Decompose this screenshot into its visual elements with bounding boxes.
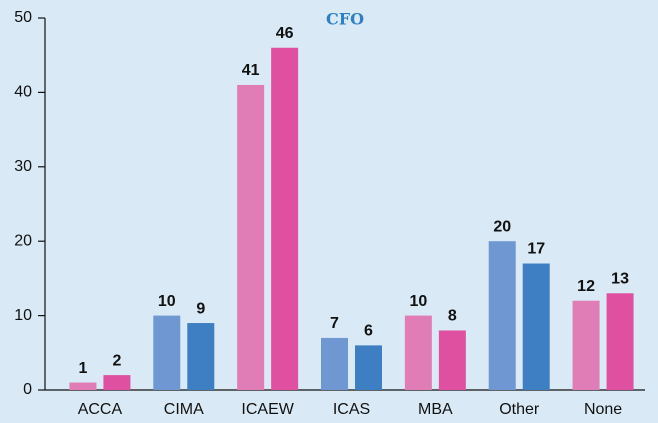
value-label: 2 xyxy=(112,352,121,369)
value-label: 8 xyxy=(448,308,457,325)
bar xyxy=(271,47,299,390)
value-label: 17 xyxy=(527,241,545,258)
bar xyxy=(103,375,131,390)
x-tick-label: MBA xyxy=(418,401,453,418)
y-tick-label: 10 xyxy=(14,307,32,324)
bar xyxy=(522,263,550,390)
value-label: 13 xyxy=(611,270,629,287)
y-tick-label: 50 xyxy=(14,9,32,26)
bar xyxy=(69,382,97,390)
x-tick-label: ICAS xyxy=(333,401,370,418)
x-tick-label: ACCA xyxy=(78,401,123,418)
x-tick-label: ICAEW xyxy=(241,401,294,418)
bar xyxy=(488,241,516,390)
value-label: 1 xyxy=(78,360,87,377)
value-label: 10 xyxy=(409,293,427,310)
y-tick-label: 0 xyxy=(23,381,32,398)
value-label: 41 xyxy=(242,62,260,79)
y-tick-label: 40 xyxy=(14,84,32,101)
bar xyxy=(572,300,600,390)
bar xyxy=(606,293,634,390)
value-label: 20 xyxy=(493,218,511,235)
bar xyxy=(153,315,181,390)
chart-title: CFO xyxy=(326,10,364,29)
x-tick-label: CIMA xyxy=(164,401,204,418)
bar xyxy=(438,330,466,390)
value-label: 46 xyxy=(276,25,294,42)
value-label: 7 xyxy=(330,315,339,332)
bar xyxy=(355,345,382,390)
value-label: 6 xyxy=(364,323,373,340)
bar xyxy=(187,323,215,390)
value-label: 9 xyxy=(196,300,205,317)
bar xyxy=(237,84,265,391)
bar xyxy=(404,315,432,390)
x-tick-label: None xyxy=(584,401,622,418)
y-tick-label: 30 xyxy=(14,158,32,175)
y-tick-label: 20 xyxy=(14,232,32,249)
value-label: 10 xyxy=(158,293,176,310)
value-label: 12 xyxy=(577,278,595,295)
x-tick-label: Other xyxy=(499,401,540,418)
bar xyxy=(321,337,348,390)
